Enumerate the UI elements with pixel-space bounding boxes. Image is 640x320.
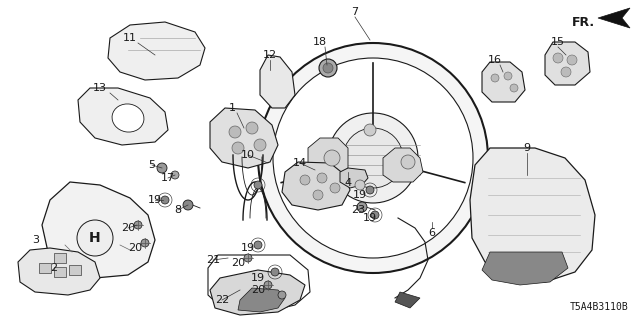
- Text: 3: 3: [33, 235, 40, 245]
- Text: 9: 9: [524, 143, 531, 153]
- Polygon shape: [210, 108, 278, 168]
- Circle shape: [313, 190, 323, 200]
- Text: 22: 22: [215, 295, 229, 305]
- Text: 21: 21: [206, 255, 220, 265]
- Polygon shape: [282, 162, 350, 210]
- Text: 6: 6: [429, 228, 435, 238]
- Polygon shape: [482, 62, 525, 102]
- Circle shape: [229, 126, 241, 138]
- Polygon shape: [42, 182, 155, 278]
- Text: 11: 11: [123, 33, 137, 43]
- Polygon shape: [598, 8, 630, 28]
- Circle shape: [157, 163, 167, 173]
- Polygon shape: [482, 252, 568, 285]
- Circle shape: [246, 122, 258, 134]
- Circle shape: [171, 171, 179, 179]
- Circle shape: [271, 268, 279, 276]
- Polygon shape: [340, 168, 368, 188]
- Circle shape: [355, 180, 365, 190]
- Polygon shape: [39, 263, 51, 273]
- Ellipse shape: [112, 104, 144, 132]
- Text: 19: 19: [148, 195, 162, 205]
- Circle shape: [401, 155, 415, 169]
- Text: 19: 19: [241, 243, 255, 253]
- Circle shape: [141, 239, 149, 247]
- Circle shape: [254, 241, 262, 249]
- Text: 16: 16: [488, 55, 502, 65]
- Circle shape: [364, 124, 376, 136]
- Polygon shape: [470, 148, 595, 282]
- Circle shape: [264, 281, 272, 289]
- Polygon shape: [108, 22, 205, 80]
- Circle shape: [254, 181, 262, 189]
- Text: H: H: [89, 231, 101, 245]
- Text: 5: 5: [148, 160, 156, 170]
- Text: 20: 20: [128, 243, 142, 253]
- Polygon shape: [78, 88, 168, 145]
- Text: 10: 10: [241, 150, 255, 160]
- Text: 7: 7: [351, 7, 358, 17]
- Text: 19: 19: [353, 190, 367, 200]
- Circle shape: [134, 221, 142, 229]
- Text: 15: 15: [551, 37, 565, 47]
- Polygon shape: [54, 267, 66, 277]
- Polygon shape: [54, 253, 66, 263]
- Circle shape: [278, 291, 286, 299]
- Polygon shape: [210, 270, 305, 315]
- Text: 13: 13: [93, 83, 107, 93]
- Circle shape: [491, 74, 499, 82]
- Circle shape: [366, 186, 374, 194]
- Text: 12: 12: [263, 50, 277, 60]
- Text: 19: 19: [251, 273, 265, 283]
- Circle shape: [77, 220, 113, 256]
- Circle shape: [244, 254, 252, 262]
- Text: T5A4B3110B: T5A4B3110B: [569, 302, 628, 312]
- Text: 19: 19: [363, 213, 377, 223]
- Polygon shape: [545, 42, 590, 85]
- Text: 14: 14: [293, 158, 307, 168]
- Circle shape: [567, 55, 577, 65]
- Circle shape: [258, 43, 488, 273]
- Text: FR.: FR.: [572, 15, 595, 28]
- Circle shape: [232, 142, 244, 154]
- Polygon shape: [69, 265, 81, 275]
- Circle shape: [561, 67, 571, 77]
- Circle shape: [254, 139, 266, 151]
- Circle shape: [300, 175, 310, 185]
- Circle shape: [317, 173, 327, 183]
- Text: 8: 8: [175, 205, 182, 215]
- Circle shape: [324, 150, 340, 166]
- Circle shape: [330, 183, 340, 193]
- Circle shape: [357, 202, 367, 212]
- Circle shape: [319, 59, 337, 77]
- Circle shape: [371, 211, 379, 219]
- Circle shape: [161, 196, 169, 204]
- Text: 2: 2: [51, 263, 58, 273]
- Circle shape: [510, 84, 518, 92]
- Text: 17: 17: [161, 173, 175, 183]
- Polygon shape: [383, 148, 423, 182]
- Text: 20: 20: [121, 223, 135, 233]
- Polygon shape: [18, 248, 100, 295]
- Polygon shape: [308, 138, 348, 178]
- Text: 23: 23: [351, 205, 365, 215]
- Text: 4: 4: [344, 178, 351, 188]
- Circle shape: [323, 63, 333, 73]
- Polygon shape: [395, 292, 420, 308]
- Text: 20: 20: [251, 285, 265, 295]
- Circle shape: [183, 200, 193, 210]
- Circle shape: [504, 72, 512, 80]
- Circle shape: [343, 128, 403, 188]
- Polygon shape: [238, 288, 285, 312]
- Polygon shape: [260, 55, 295, 108]
- Text: 1: 1: [228, 103, 236, 113]
- Text: 18: 18: [313, 37, 327, 47]
- Circle shape: [273, 58, 473, 258]
- Circle shape: [553, 53, 563, 63]
- Text: 20: 20: [231, 258, 245, 268]
- Circle shape: [328, 113, 418, 203]
